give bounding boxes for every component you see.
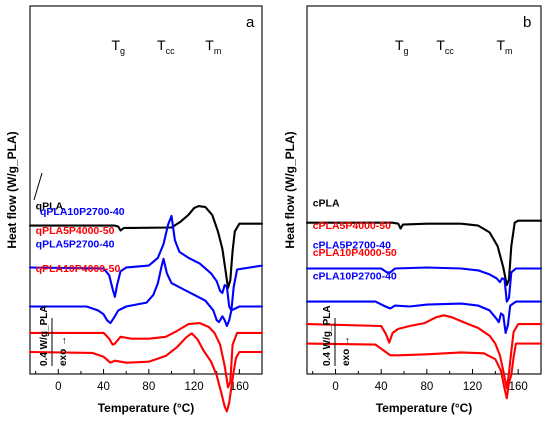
- panel-b: b Temperature (°C) Heat flow (W/g_PLA) 0…: [283, 5, 543, 415]
- series-line: [305, 342, 543, 400]
- x-tick-label: 0: [332, 381, 338, 393]
- series-label: cPLA10P4000-50: [313, 247, 397, 259]
- series-line: [305, 219, 543, 287]
- series-label: cPLA5P2700-40: [313, 240, 391, 252]
- x-tick-label: 40: [375, 381, 388, 393]
- series-label: qPLA5P4000-50: [36, 225, 115, 237]
- panel-a-transition-labels: Tg Tcc Tm: [111, 37, 221, 56]
- series-label: qPLA10P2700-40: [40, 206, 125, 218]
- panel-a-series-labels: qPLA qPLA5P2700-40 qPLA10P2700-40 qPLA5P400…: [36, 201, 125, 275]
- panel-b-exo-label: exo →: [341, 336, 352, 366]
- transition-label: Tg: [111, 37, 125, 56]
- series-label: qPLA5P2700-40: [36, 239, 115, 251]
- transition-label: Tcc: [436, 37, 454, 56]
- panel-a-scale-bar: 0.4 W/g_PLA exo →: [39, 305, 69, 366]
- panel-b-frame: [306, 5, 542, 375]
- panel-a-x-ticks: 0 40 80 120 160: [35, 369, 263, 393]
- series-label: cPLA10P2700-40: [313, 271, 397, 283]
- panel-b-letter: b: [523, 14, 531, 31]
- x-tick-label: 40: [97, 381, 110, 393]
- panel-a-curves: [28, 205, 264, 413]
- series-line: [305, 266, 543, 303]
- panel-b-series-labels: cPLA cPLA5P2700-40 cPLA10P2700-40 cPLA5P400…: [313, 198, 397, 283]
- panel-a: a Temperature (°C) Heat flow (W/g_PLA) 0…: [5, 5, 264, 415]
- panel-a-frame: [29, 5, 263, 375]
- x-tick-label: 120: [463, 381, 482, 393]
- panel-b-curves: [305, 219, 543, 400]
- transition-label: Tm: [496, 37, 512, 56]
- series-label: cPLA: [313, 198, 340, 210]
- transition-label: Tcc: [157, 37, 175, 56]
- transition-label: Tg: [395, 37, 409, 56]
- series-line: [305, 300, 543, 334]
- x-tick-label: 160: [509, 381, 528, 393]
- x-tick-label: 80: [142, 381, 155, 393]
- series-line: [28, 332, 264, 413]
- series-label: qPLA: [36, 201, 64, 213]
- panel-b-y-axis-label: Heat flow (W/g_PLA): [283, 131, 297, 248]
- panel-a-exo-label: exo →: [58, 336, 69, 366]
- panel-a-y-axis-label: Heat flow (W/g_PLA): [5, 131, 19, 248]
- x-tick-label: 0: [55, 381, 61, 393]
- panel-b-scale-bar-label: 0.4 W/g_PLA: [322, 305, 333, 366]
- series-label: qPLA10P4000-50: [36, 263, 121, 275]
- panel-b-scale-bar: 0.4 W/g_PLA exo →: [322, 305, 352, 366]
- series-line: [28, 257, 264, 328]
- panel-b-x-ticks: 0 40 80 120 160: [312, 369, 542, 393]
- series-label: cPLA5P4000-50: [313, 220, 391, 232]
- series-line: [305, 314, 543, 390]
- x-tick-label: 160: [230, 381, 249, 393]
- series-line: [28, 214, 264, 312]
- panel-a-scale-bar-label: 0.4 W/g_PLA: [39, 305, 50, 366]
- panel-b-transition-labels: Tg Tcc Tm: [395, 37, 513, 56]
- panel-a-pointer-line: [33, 172, 43, 201]
- x-tick-label: 120: [185, 381, 204, 393]
- panel-a-x-axis-label: Temperature (°C): [98, 401, 195, 415]
- x-tick-label: 80: [420, 381, 433, 393]
- panel-a-letter: a: [246, 14, 255, 31]
- series-line: [28, 322, 264, 389]
- panel-b-x-axis-label: Temperature (°C): [376, 401, 473, 415]
- transition-label: Tm: [205, 37, 221, 56]
- series-line: [28, 205, 264, 290]
